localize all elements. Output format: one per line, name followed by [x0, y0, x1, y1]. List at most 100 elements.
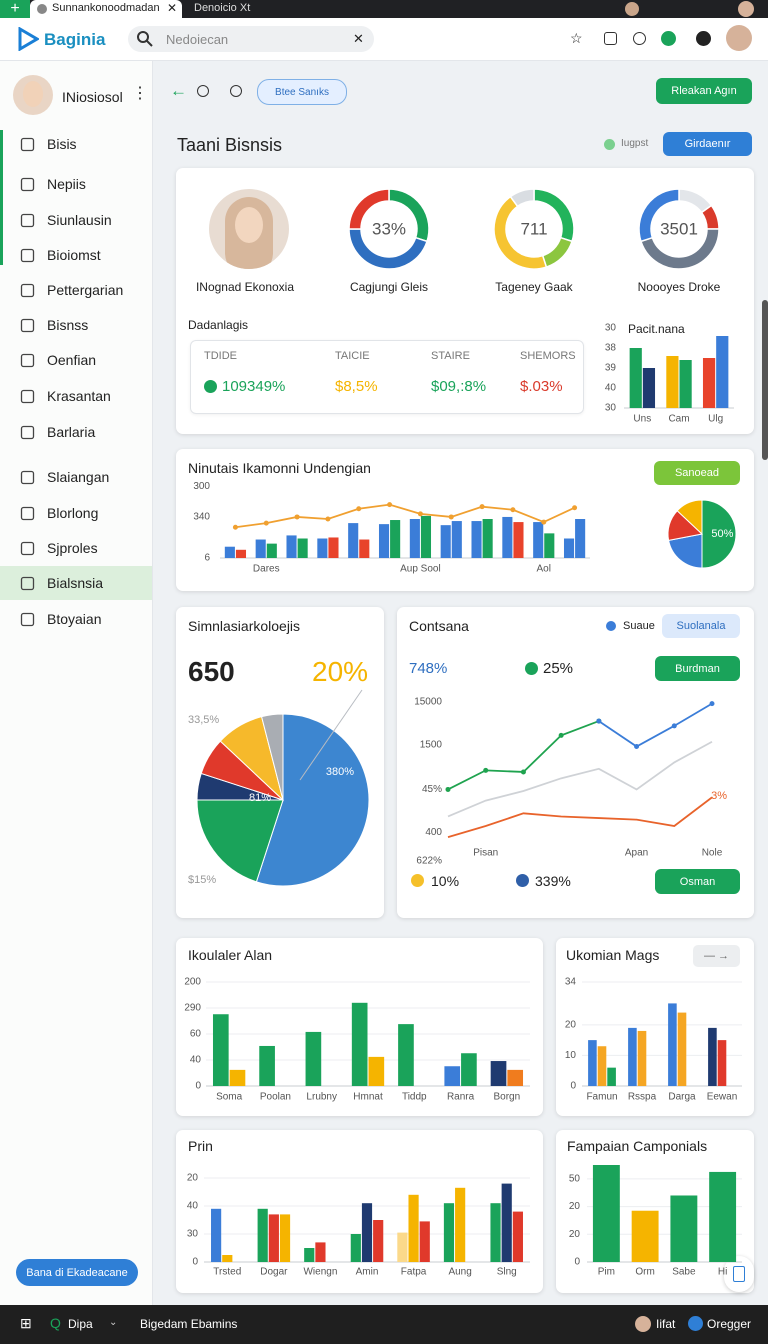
- taskbar-app[interactable]: Bigedam Ebamins: [140, 1317, 238, 1331]
- nav-item[interactable]: Krasantan: [0, 379, 152, 413]
- section-marker: [0, 130, 3, 265]
- nav-icon: [20, 353, 35, 367]
- card-button[interactable]: Sanoead: [654, 461, 740, 485]
- nav-item[interactable]: Bisnss: [0, 308, 152, 342]
- clipboard-button[interactable]: [724, 1256, 754, 1292]
- profile-icon[interactable]: [738, 1, 754, 17]
- nav-item[interactable]: Blorlong: [0, 496, 152, 530]
- user-avatar[interactable]: [726, 25, 752, 51]
- chart-title: Pacit.nana: [628, 322, 685, 336]
- stat: 10%: [431, 873, 460, 889]
- nav-item[interactable]: Bioiomst: [0, 238, 152, 272]
- chart-card: [176, 1130, 543, 1293]
- logo: Baginia: [44, 30, 106, 49]
- nav-item[interactable]: Slaiangan: [0, 460, 152, 494]
- nav-icon: [20, 248, 35, 262]
- card-button[interactable]: Osman: [655, 869, 740, 894]
- legend-pill[interactable]: Suolanala: [662, 614, 740, 638]
- filter-pill[interactable]: Btee Sanıks: [257, 79, 347, 105]
- star-icon[interactable]: ☆: [570, 30, 583, 46]
- stat-dot: [516, 874, 529, 887]
- scrollbar[interactable]: [762, 300, 768, 460]
- nav-item[interactable]: Btoyaian: [0, 602, 152, 636]
- stat-value: 650: [188, 656, 235, 687]
- pager[interactable]: — →: [693, 945, 740, 967]
- menu-button[interactable]: ⋮: [132, 85, 148, 102]
- app-header: [0, 18, 768, 61]
- nav-icon: [20, 318, 35, 332]
- icon[interactable]: [604, 32, 617, 45]
- nav-label: Pettergarian: [47, 282, 124, 298]
- search-icon: [137, 31, 153, 47]
- simulation-card: [176, 607, 384, 918]
- active-tab[interactable]: [30, 0, 182, 18]
- sidebar-avatar: [13, 75, 53, 115]
- button-label: Rleakan Agın: [671, 85, 737, 97]
- nav-item[interactable]: Oenfian: [0, 343, 152, 377]
- person-avatar: [209, 189, 289, 269]
- table-value: $8,5%: [335, 378, 378, 395]
- icon[interactable]: [661, 31, 676, 46]
- nav-label: Bioiomst: [47, 247, 101, 263]
- favicon: [37, 4, 47, 14]
- search-placeholder: Nedoiecan: [166, 32, 229, 47]
- sidebar: [0, 61, 153, 1305]
- nav-label: Oenfian: [47, 352, 97, 368]
- person-name: INognad Ekonoxia: [195, 280, 295, 294]
- button-label: Bana di Ekadeacane: [26, 1266, 128, 1279]
- search-box[interactable]: [128, 26, 374, 52]
- icon[interactable]: [230, 85, 242, 97]
- nav-label: Siunlausin: [47, 212, 112, 228]
- nav-item[interactable]: Siunlausin: [0, 203, 152, 237]
- account-icon: [688, 1316, 703, 1331]
- button-label: Sanoead: [674, 467, 720, 479]
- icon[interactable]: [633, 32, 646, 45]
- legend-dot: [606, 621, 616, 631]
- icon[interactable]: [197, 85, 209, 97]
- nav-item[interactable]: Barlaria: [0, 415, 152, 449]
- card-button[interactable]: Burdman: [655, 656, 740, 681]
- start-button[interactable]: ⊞: [20, 1315, 32, 1331]
- icon[interactable]: [696, 31, 711, 46]
- nav-item[interactable]: Sjproles: [0, 531, 152, 565]
- nav-label: Blorlong: [47, 505, 99, 521]
- nav-item[interactable]: Nepiis: [0, 167, 152, 201]
- new-tab-button[interactable]: +: [0, 0, 30, 18]
- taskbar-account[interactable]: Oregger: [707, 1317, 752, 1331]
- tab-close[interactable]: ✕: [167, 1, 178, 15]
- nav-label: Krasantan: [47, 388, 111, 404]
- table-header: TDIDE: [204, 350, 237, 362]
- nav-icon: [20, 541, 35, 555]
- profile-icon[interactable]: [625, 2, 639, 16]
- sidebar-button[interactable]: Bana di Ekadeacane: [16, 1259, 138, 1286]
- taskbar-search[interactable]: Dipa: [68, 1317, 93, 1331]
- card-title: Fampaian Camponials: [567, 1138, 708, 1154]
- stat: 748%: [409, 660, 448, 677]
- button-label: Burdman: [675, 662, 720, 675]
- back-button[interactable]: ←: [170, 81, 187, 100]
- nav-label: Bialsnsia: [47, 575, 104, 591]
- legend-dot: [604, 139, 615, 150]
- nav-icon: [20, 283, 35, 297]
- chart-card: [176, 938, 543, 1116]
- nav-label: Slaiangan: [47, 469, 110, 485]
- stat: 25%: [543, 660, 574, 677]
- nav-label: Barlaria: [47, 424, 96, 440]
- nav-label: Btoyaian: [47, 611, 102, 627]
- taskbar-user[interactable]: Iifat: [656, 1317, 676, 1331]
- page-button[interactable]: Girdaenır: [663, 132, 752, 156]
- clear-search[interactable]: ✕: [353, 31, 364, 46]
- tab-title[interactable]: Denoicio Xt: [194, 2, 251, 14]
- card-title: Ukomian Mags: [566, 947, 660, 963]
- nav-icon: [20, 612, 35, 626]
- chevron[interactable]: ⌄: [109, 1317, 118, 1328]
- nav-icon: [20, 137, 35, 151]
- nav-icon: [20, 425, 35, 439]
- donut-title: Cagjungi Gleis: [349, 280, 429, 294]
- nav-item[interactable]: Bisis: [0, 127, 152, 161]
- nav-item[interactable]: Pettergarian: [0, 273, 152, 307]
- donut-title: Noooyes Droke: [637, 280, 721, 294]
- nav-item[interactable]: Bialsnsia: [0, 566, 152, 600]
- action-button[interactable]: Rleakan Agın: [656, 78, 752, 104]
